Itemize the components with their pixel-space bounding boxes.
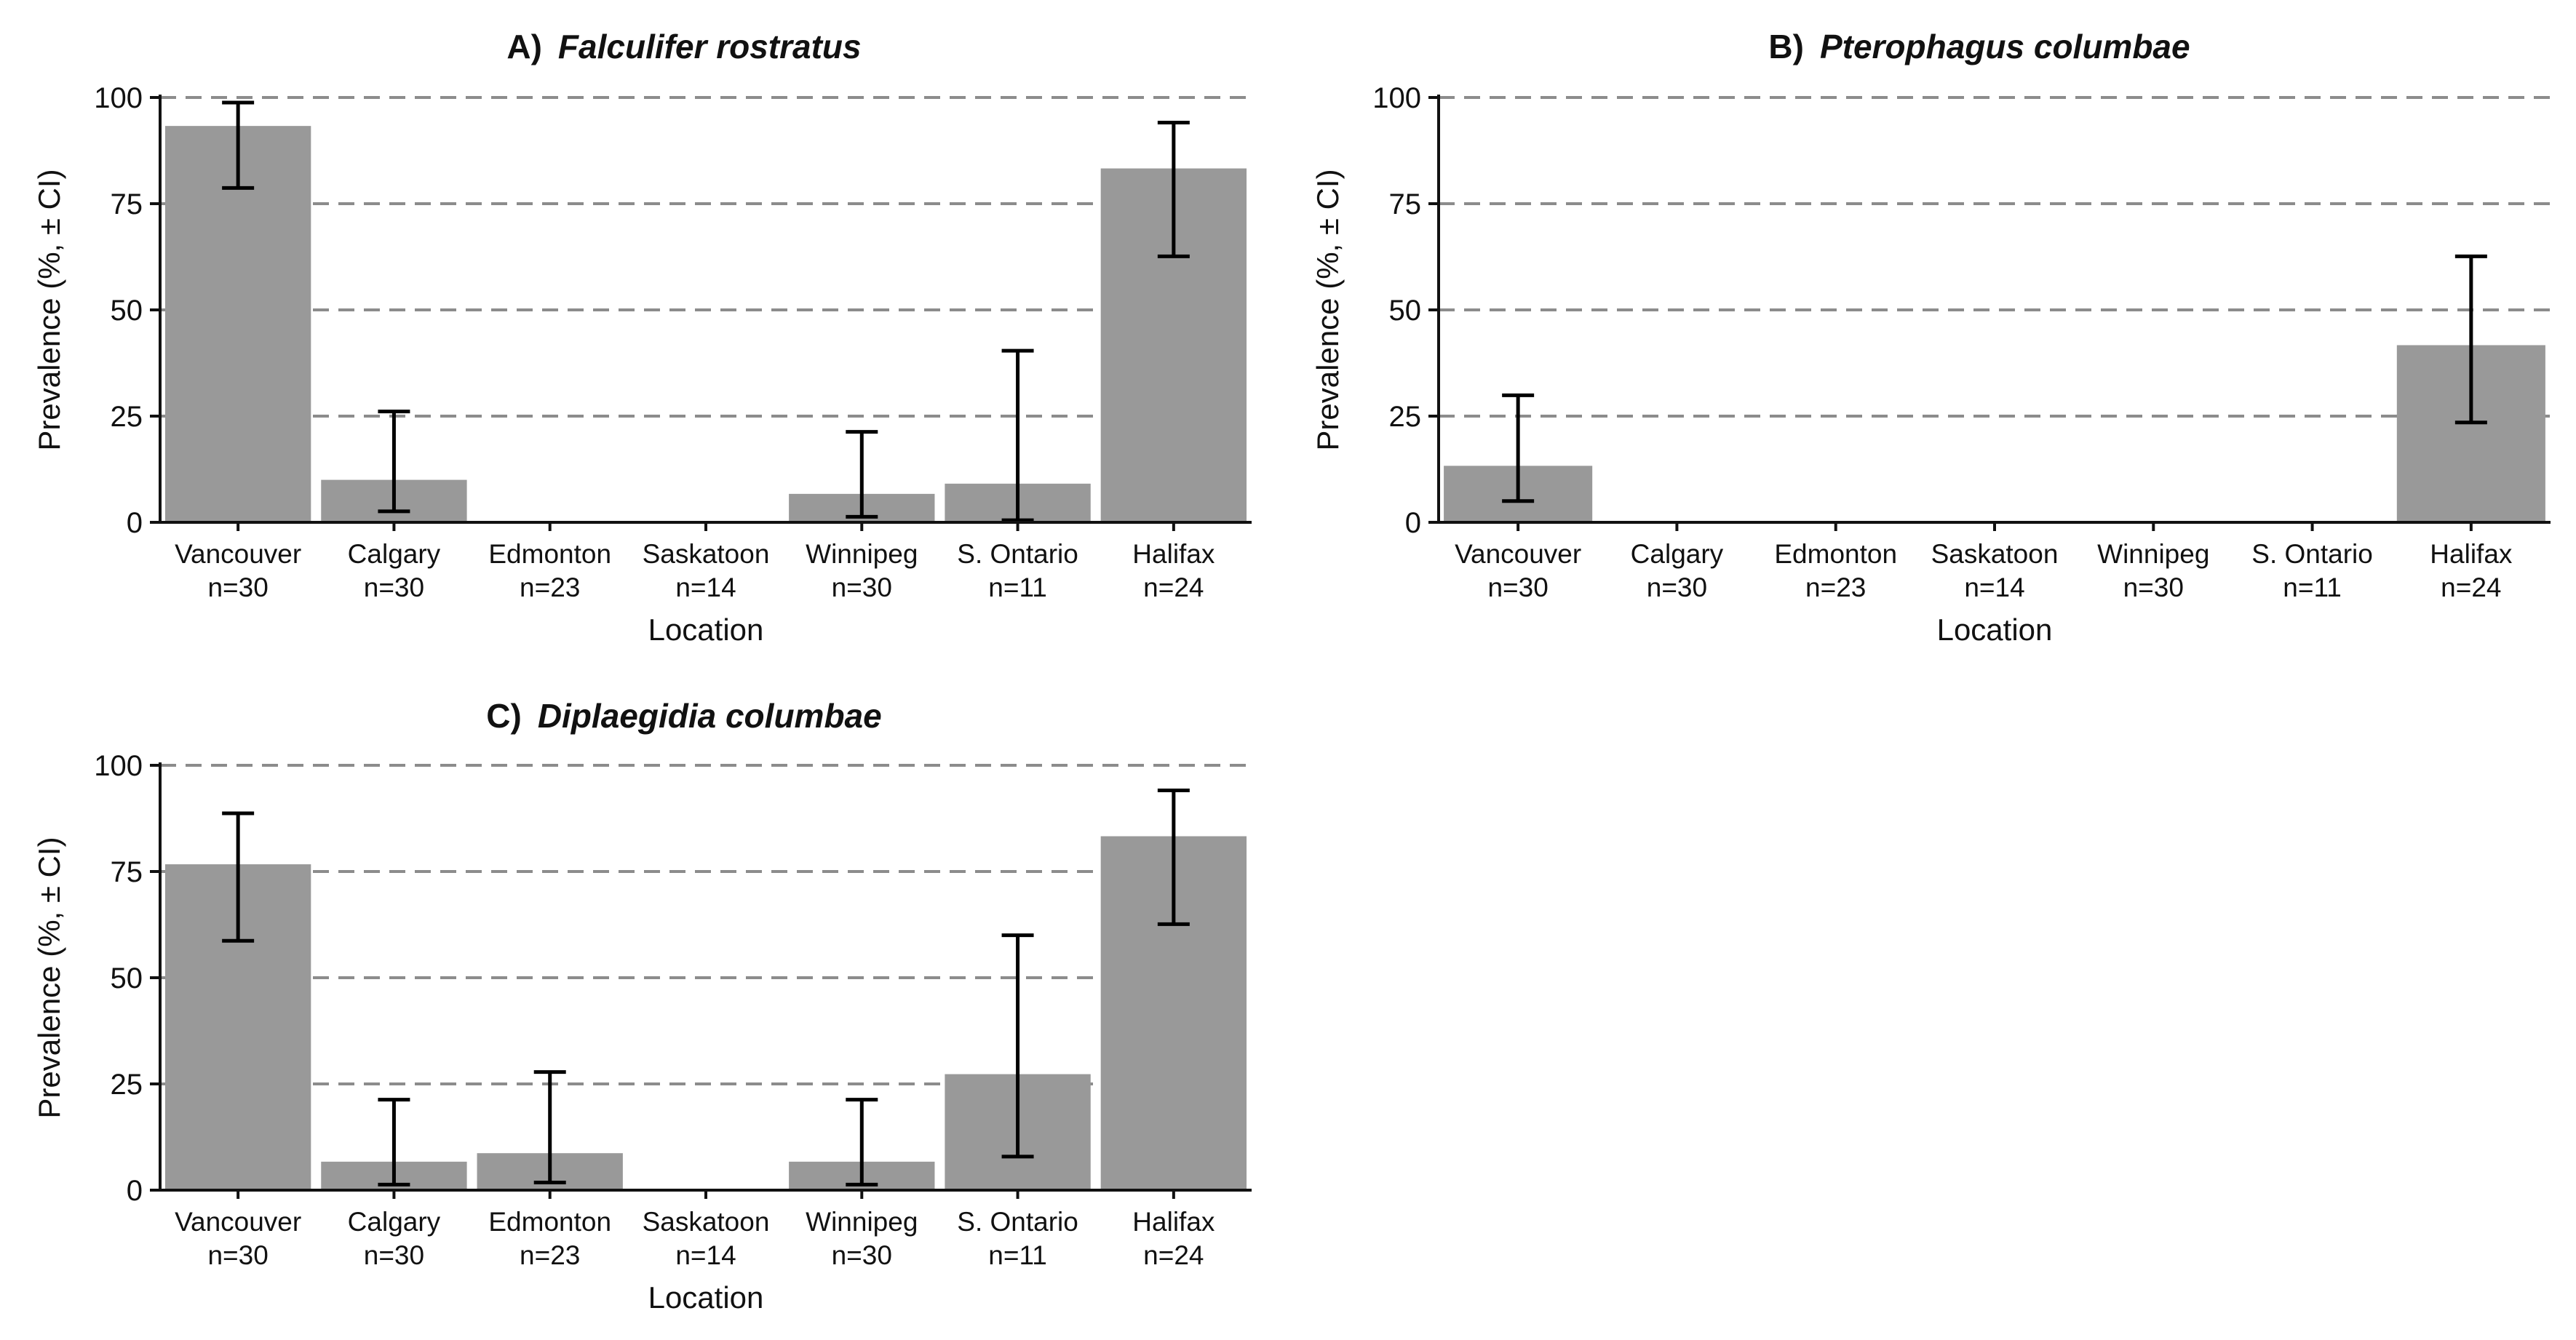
- chart-panel-b: B) Pterophagus columbae 0 25 50 75 100 Vancouve…: [1311, 28, 2551, 647]
- x-category-label: Saskatoon: [643, 539, 770, 569]
- y-tick-label: 100: [1372, 82, 1421, 114]
- y-axis-title: Prevalence (%, ± CI): [1311, 169, 1345, 450]
- x-sample-size-label: n=14: [675, 573, 736, 602]
- x-category-label: Edmonton: [1774, 539, 1897, 569]
- y-tick-label: 25: [1389, 401, 1422, 433]
- chart-title: B) Pterophagus columbae: [1768, 28, 2190, 65]
- x-category-label: Edmonton: [488, 1207, 611, 1237]
- error-bar: [222, 811, 255, 943]
- error-bar: [1001, 348, 1034, 522]
- x-sample-size-label: n=23: [520, 1240, 580, 1270]
- y-tick-label: 50: [1389, 295, 1422, 327]
- y-tick-label: 25: [111, 1069, 143, 1101]
- x-axis-title: Location: [648, 1280, 764, 1315]
- x-category-label: Vancouver: [1455, 539, 1581, 569]
- y-tick-label: 75: [1389, 188, 1422, 220]
- x-category-label: S. Ontario: [957, 539, 1078, 569]
- chart-title-letter: A): [506, 28, 542, 65]
- error-bar: [533, 1070, 566, 1184]
- error-bar: [378, 410, 410, 514]
- x-category-label: Winnipeg: [806, 539, 918, 569]
- error-bar: [378, 1098, 410, 1187]
- x-sample-size-label: n=23: [520, 573, 580, 602]
- error-bar: [1157, 120, 1190, 258]
- y-axis-title: Prevalence (%, ± CI): [32, 169, 66, 450]
- error-bar: [1502, 393, 1535, 503]
- chart-title-species: Pterophagus columbae: [1820, 28, 2190, 65]
- x-sample-size-label: n=30: [832, 1240, 892, 1270]
- error-bar: [846, 430, 878, 519]
- x-sample-size-label: n=11: [2283, 573, 2342, 602]
- x-sample-size-label: n=30: [1647, 573, 1707, 602]
- x-sample-size-label: n=11: [988, 573, 1047, 602]
- x-sample-size-label: n=14: [675, 1240, 736, 1270]
- error-bar: [1001, 933, 1034, 1159]
- error-bar: [846, 1098, 878, 1187]
- x-category-label: Vancouver: [175, 1207, 301, 1237]
- chart-title-letter: C): [486, 697, 522, 735]
- x-sample-size-label: n=30: [2123, 573, 2184, 602]
- x-axis-title: Location: [1937, 613, 2053, 647]
- x-category-label: S. Ontario: [2251, 539, 2373, 569]
- x-sample-size-label: n=23: [1805, 573, 1866, 602]
- x-category-label: Vancouver: [175, 539, 301, 569]
- y-tick-label: 50: [111, 962, 143, 994]
- y-tick-label: 75: [111, 856, 143, 888]
- x-category-label: S. Ontario: [957, 1207, 1078, 1237]
- x-axis-title: Location: [648, 613, 764, 647]
- x-category-label: Winnipeg: [2097, 539, 2209, 569]
- bar-vancouver: [164, 126, 311, 523]
- y-tick-label: 25: [111, 401, 143, 433]
- x-sample-size-label: n=24: [2441, 573, 2501, 602]
- chart-title: C) Diplaegidia columbae: [486, 697, 881, 735]
- x-sample-size-label: n=30: [207, 1240, 268, 1270]
- chart-title-species: Falculifer rostratus: [558, 28, 862, 65]
- y-tick-label: 100: [94, 750, 143, 782]
- y-tick-label: 0: [127, 507, 143, 539]
- x-sample-size-label: n=14: [1964, 573, 2024, 602]
- error-bar: [1157, 788, 1190, 926]
- y-axis-title: Prevalence (%, ± CI): [32, 837, 66, 1118]
- x-sample-size-label: n=30: [1487, 573, 1548, 602]
- x-category-label: Saskatoon: [643, 1207, 770, 1237]
- chart-panel-c: C) Diplaegidia columbae 0 25 50 75 100 Vancouve…: [32, 697, 1252, 1315]
- x-sample-size-label: n=24: [1143, 573, 1204, 602]
- error-bar: [222, 100, 255, 190]
- x-category-label: Halifax: [1132, 1207, 1215, 1237]
- y-tick-label: 75: [111, 188, 143, 220]
- chart-title-letter: B): [1768, 28, 1804, 65]
- x-category-label: Halifax: [1132, 539, 1215, 569]
- x-sample-size-label: n=11: [988, 1240, 1047, 1270]
- y-tick-label: 100: [94, 82, 143, 114]
- x-category-label: Calgary: [1631, 539, 1724, 569]
- x-sample-size-label: n=30: [364, 1240, 424, 1270]
- x-category-label: Saskatoon: [1931, 539, 2059, 569]
- chart-panel-a: A) Falculifer rostratus 0 25 50 75 100 Vancouve…: [32, 28, 1252, 647]
- chart-title: A) Falculifer rostratus: [506, 28, 861, 65]
- x-category-label: Edmonton: [488, 539, 611, 569]
- x-sample-size-label: n=30: [832, 573, 892, 602]
- x-category-label: Winnipeg: [806, 1207, 918, 1237]
- y-tick-label: 0: [1405, 507, 1421, 539]
- x-sample-size-label: n=24: [1143, 1240, 1204, 1270]
- y-tick-label: 0: [127, 1175, 143, 1207]
- x-category-label: Halifax: [2430, 539, 2513, 569]
- error-bar: [2454, 254, 2487, 425]
- x-category-label: Calgary: [348, 539, 441, 569]
- x-sample-size-label: n=30: [364, 573, 424, 602]
- x-sample-size-label: n=30: [207, 573, 268, 602]
- x-category-label: Calgary: [348, 1207, 441, 1237]
- chart-title-species: Diplaegidia columbae: [538, 697, 882, 735]
- y-tick-label: 50: [111, 295, 143, 327]
